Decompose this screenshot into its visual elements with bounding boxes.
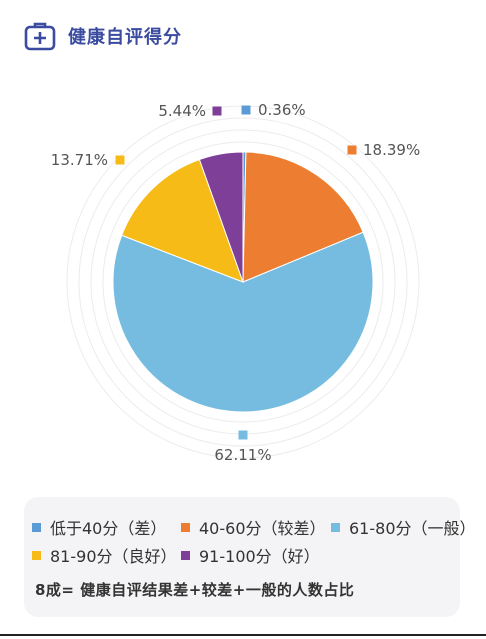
pie-slice xyxy=(242,151,364,283)
legend-swatch xyxy=(181,522,190,532)
pie-slice xyxy=(112,231,374,413)
data-label: 62.11% xyxy=(214,446,271,464)
legend-swatch xyxy=(32,550,41,560)
legend-label: 40-60分（较差） xyxy=(199,519,326,538)
data-label-marker xyxy=(115,155,125,165)
legend-item-61-80: 61-80分（一般） xyxy=(331,515,476,539)
background-ring xyxy=(78,117,408,447)
legend-item-40-60: 40-60分（较差） xyxy=(181,515,326,539)
data-label-marker xyxy=(212,106,222,116)
legend-swatch xyxy=(331,522,340,532)
legend-label: 低于40分（差） xyxy=(50,519,167,538)
data-label: 13.71% xyxy=(51,151,108,169)
summary-text: 8成= 健康自评结果差+较差+一般的人数占比 xyxy=(35,581,355,599)
legend-item-below-40: 低于40分（差） xyxy=(32,515,166,539)
pie-slice xyxy=(198,151,244,283)
legend-label: 81-90分（良好） xyxy=(50,547,177,566)
legend-label: 61-80分（一般） xyxy=(349,519,476,538)
pie-chart: 0.36% 18.39% 62.11% 13.71% 5.44% xyxy=(51,101,420,464)
legend-item-81-90: 81-90分（良好） xyxy=(32,543,177,567)
data-label: 18.39% xyxy=(363,141,420,159)
data-label-marker xyxy=(241,105,251,115)
pie-slice xyxy=(121,158,244,283)
legend-swatch xyxy=(181,550,190,560)
medical-kit-icon xyxy=(24,22,56,51)
background-ring xyxy=(102,141,384,423)
data-label-marker xyxy=(347,145,357,155)
bottom-divider xyxy=(0,634,486,636)
header: 健康自评得分 xyxy=(24,18,182,54)
data-label: 5.44% xyxy=(158,102,206,120)
page-title: 健康自评得分 xyxy=(68,27,182,48)
data-label-marker xyxy=(238,430,248,440)
data-label: 0.36% xyxy=(258,101,306,119)
legend-item-91-100: 91-100分（好） xyxy=(181,543,320,567)
legend-swatch xyxy=(32,522,41,532)
legend-label: 91-100分（好） xyxy=(199,547,320,566)
legend-card: 低于40分（差） 40-60分（较差） 61-80分（一般） 81-90分（良好… xyxy=(24,497,476,617)
